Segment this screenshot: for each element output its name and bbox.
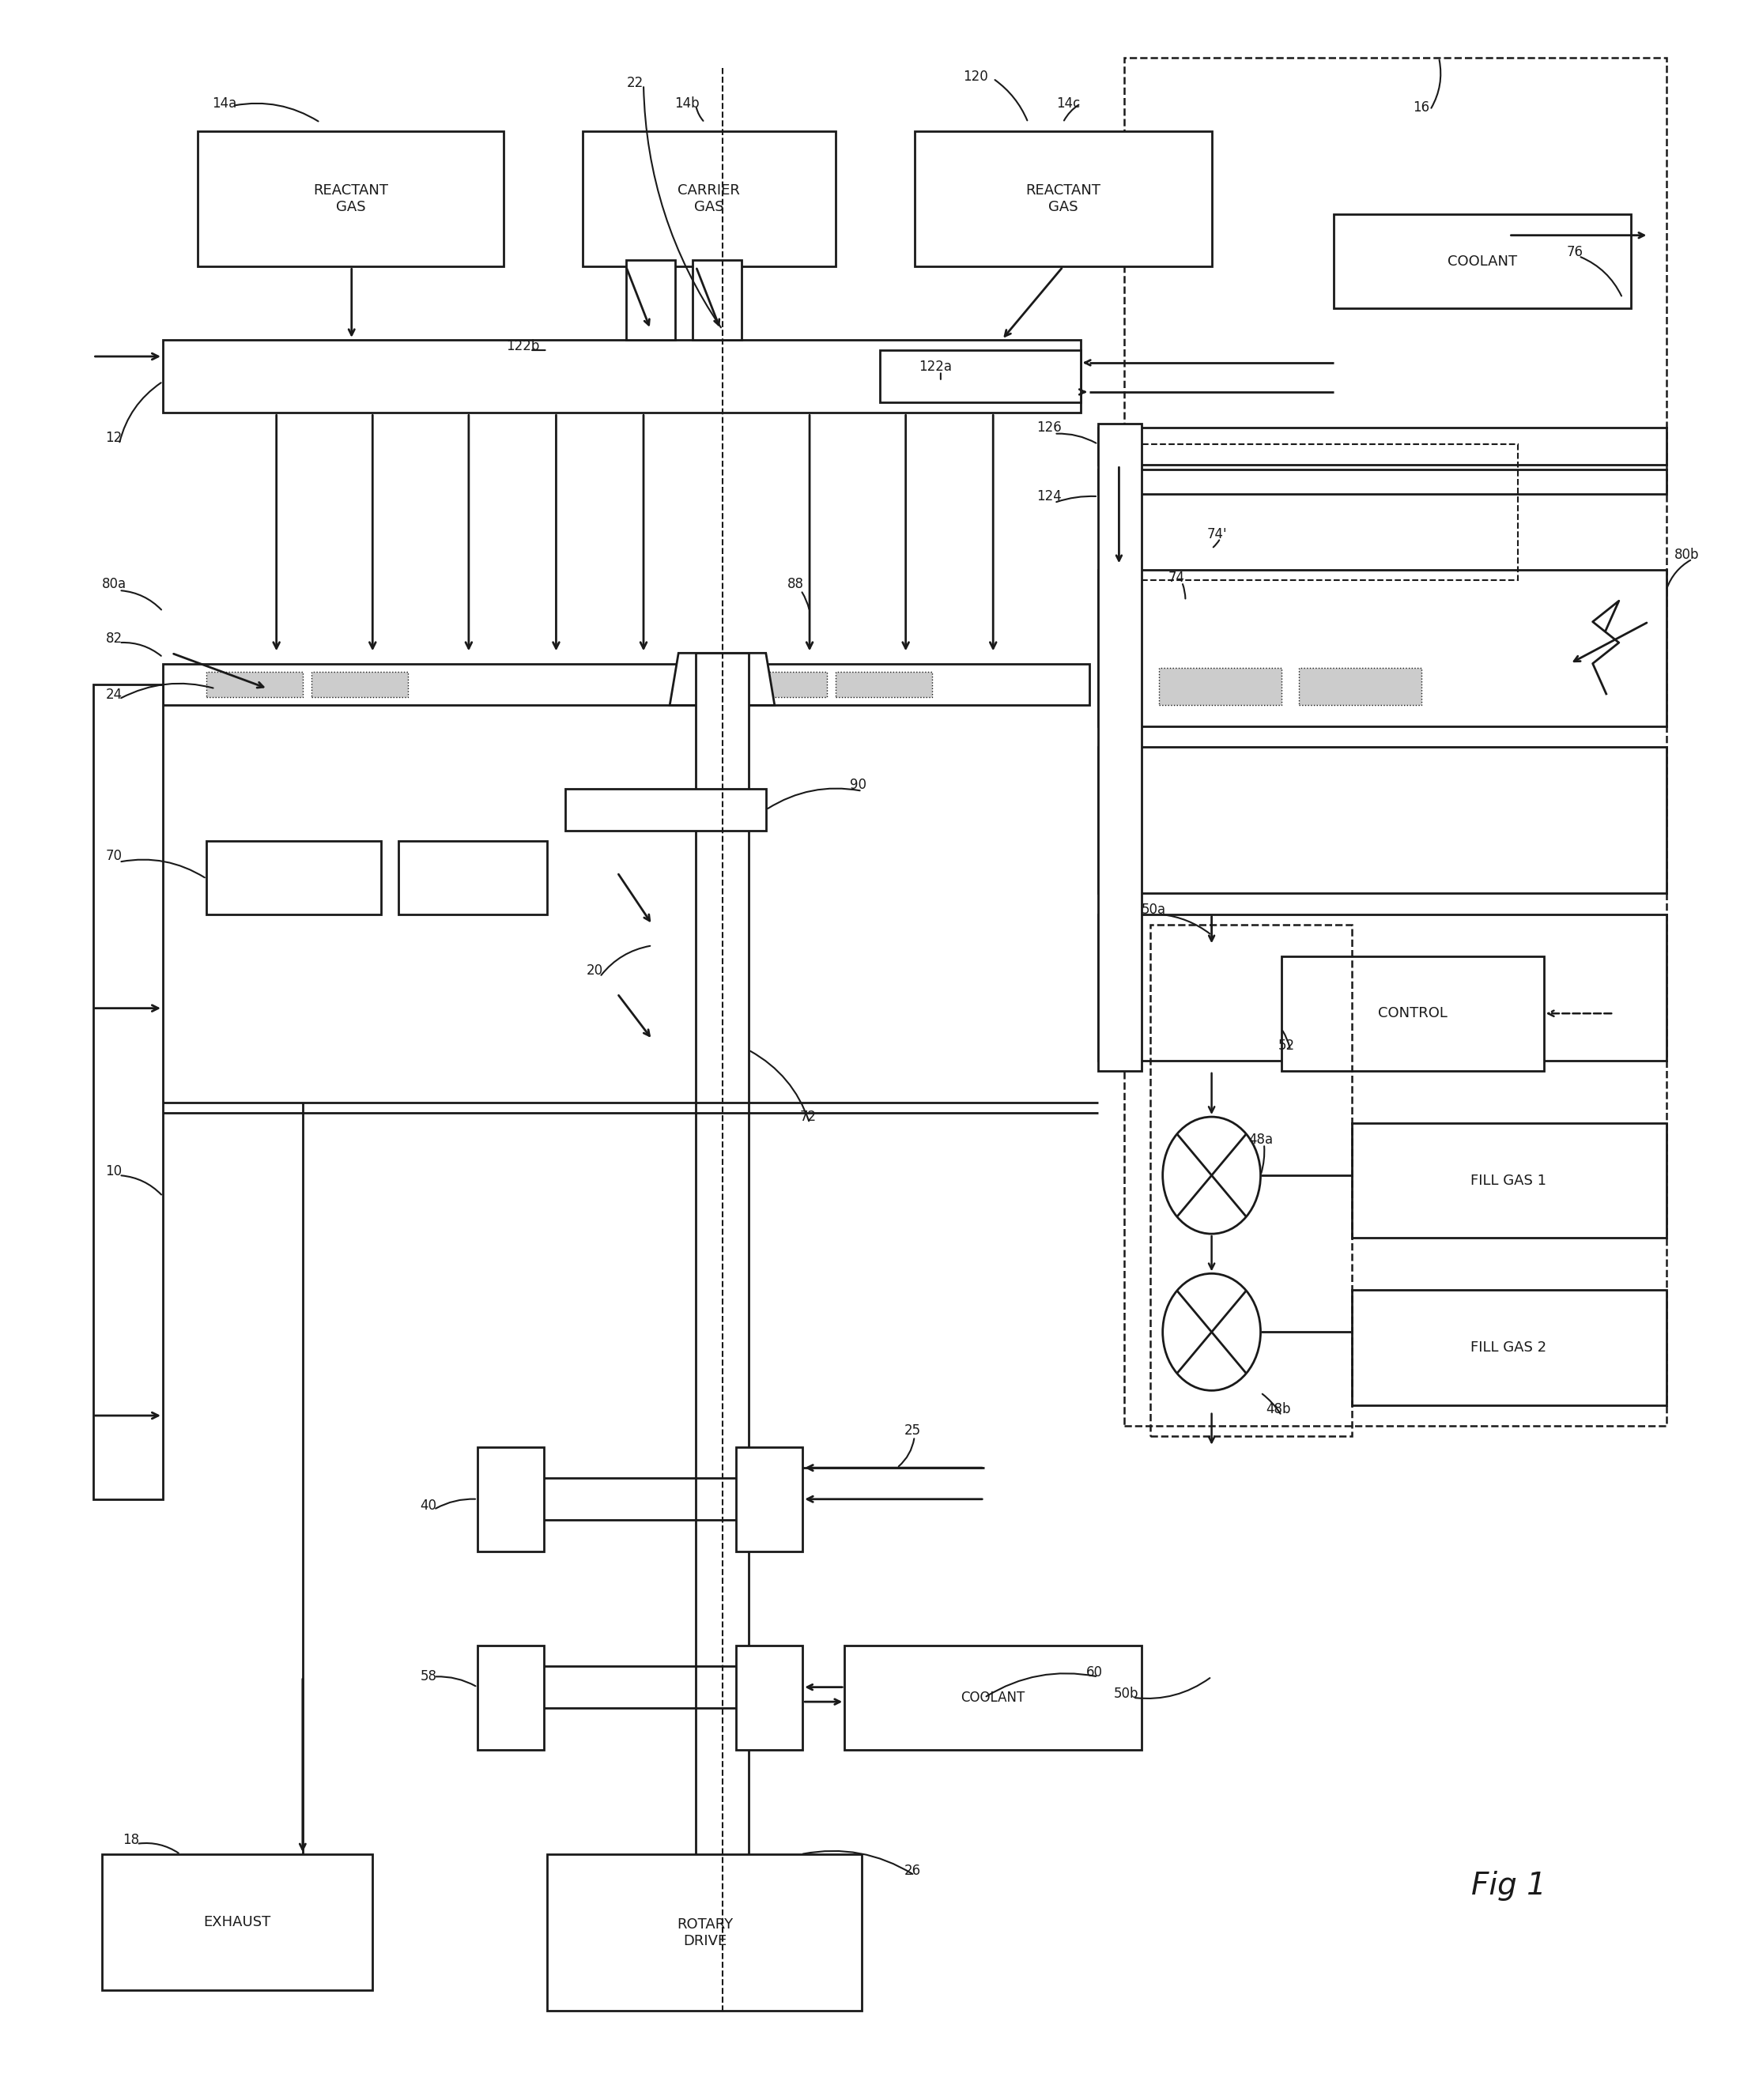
- Bar: [693, 260, 741, 340]
- Text: 120: 120: [964, 69, 989, 84]
- Text: 40: 40: [420, 1497, 436, 1512]
- Bar: [1351, 1289, 1666, 1405]
- Bar: [102, 1854, 373, 1991]
- Bar: [1124, 57, 1666, 1426]
- Text: 122b: 122b: [507, 338, 540, 353]
- Text: 52: 52: [1279, 1040, 1295, 1052]
- Bar: [1351, 1124, 1666, 1239]
- Bar: [697, 653, 748, 1886]
- Bar: [197, 130, 503, 267]
- Bar: [1098, 424, 1142, 1071]
- Text: 16: 16: [1412, 101, 1430, 116]
- Text: 48a: 48a: [1249, 1132, 1274, 1147]
- Text: 60: 60: [1087, 1665, 1103, 1680]
- Polygon shape: [670, 653, 774, 706]
- Bar: [206, 842, 382, 914]
- Text: 14b: 14b: [675, 97, 700, 111]
- Bar: [206, 672, 303, 697]
- Text: 24: 24: [106, 689, 121, 701]
- Bar: [836, 672, 932, 697]
- Bar: [477, 1646, 544, 1749]
- Text: FILL GAS 2: FILL GAS 2: [1471, 1340, 1546, 1354]
- Text: REACTANT
GAS: REACTANT GAS: [1025, 183, 1101, 214]
- Text: 74': 74': [1207, 527, 1228, 542]
- Bar: [565, 790, 765, 832]
- Bar: [582, 130, 836, 267]
- Text: 12: 12: [106, 430, 123, 445]
- Text: 88: 88: [788, 578, 804, 592]
- Bar: [1098, 748, 1666, 892]
- Text: FILL GAS 1: FILL GAS 1: [1471, 1174, 1546, 1189]
- Bar: [844, 1646, 1142, 1749]
- Text: 70: 70: [106, 848, 121, 863]
- Bar: [399, 842, 547, 914]
- Bar: [1098, 914, 1666, 1060]
- Text: 25: 25: [904, 1424, 922, 1436]
- Bar: [1133, 445, 1518, 580]
- Bar: [164, 664, 1089, 706]
- Bar: [732, 672, 827, 697]
- Bar: [880, 351, 1080, 403]
- Bar: [547, 1854, 862, 2012]
- Text: 26: 26: [904, 1865, 922, 1877]
- Text: REACTANT
GAS: REACTANT GAS: [313, 183, 389, 214]
- Text: COOLANT: COOLANT: [1448, 254, 1518, 269]
- Bar: [626, 260, 675, 340]
- Bar: [93, 685, 164, 1499]
- Bar: [1098, 569, 1666, 727]
- Text: 18: 18: [123, 1833, 139, 1846]
- Bar: [1159, 668, 1282, 706]
- Text: 50a: 50a: [1142, 903, 1166, 918]
- Text: 126: 126: [1036, 420, 1062, 435]
- Bar: [915, 130, 1212, 267]
- Text: 10: 10: [106, 1163, 121, 1178]
- Bar: [737, 1646, 802, 1749]
- Text: 72: 72: [800, 1109, 816, 1124]
- Text: 90: 90: [850, 777, 867, 792]
- Text: 20: 20: [586, 964, 603, 979]
- Bar: [311, 672, 408, 697]
- Text: 122a: 122a: [918, 359, 952, 374]
- Bar: [1282, 956, 1544, 1071]
- Text: 80a: 80a: [102, 578, 127, 592]
- Text: 14c: 14c: [1057, 97, 1080, 111]
- Text: 76: 76: [1567, 246, 1583, 258]
- Bar: [1150, 924, 1351, 1436]
- Text: CONTROL: CONTROL: [1377, 1006, 1448, 1021]
- Bar: [1098, 428, 1666, 464]
- Text: COOLANT: COOLANT: [960, 1691, 1025, 1705]
- Text: ROTARY
DRIVE: ROTARY DRIVE: [677, 1917, 734, 1949]
- Text: 124: 124: [1036, 489, 1062, 504]
- Bar: [164, 340, 1080, 414]
- Bar: [1300, 668, 1421, 706]
- Bar: [1333, 214, 1631, 309]
- Text: 58: 58: [420, 1670, 436, 1684]
- Text: 14a: 14a: [211, 97, 236, 111]
- Text: CARRIER
GAS: CARRIER GAS: [677, 183, 741, 214]
- Text: 48b: 48b: [1265, 1403, 1291, 1415]
- Text: 82: 82: [106, 632, 121, 645]
- Text: 50b: 50b: [1113, 1686, 1138, 1701]
- Text: EXHAUST: EXHAUST: [204, 1915, 271, 1930]
- Bar: [737, 1447, 802, 1552]
- Bar: [477, 1447, 544, 1552]
- Text: Fig 1: Fig 1: [1471, 1871, 1546, 1900]
- Text: 22: 22: [626, 76, 644, 90]
- Text: 80b: 80b: [1675, 548, 1699, 563]
- Text: 74: 74: [1168, 571, 1186, 586]
- Bar: [1098, 468, 1666, 493]
